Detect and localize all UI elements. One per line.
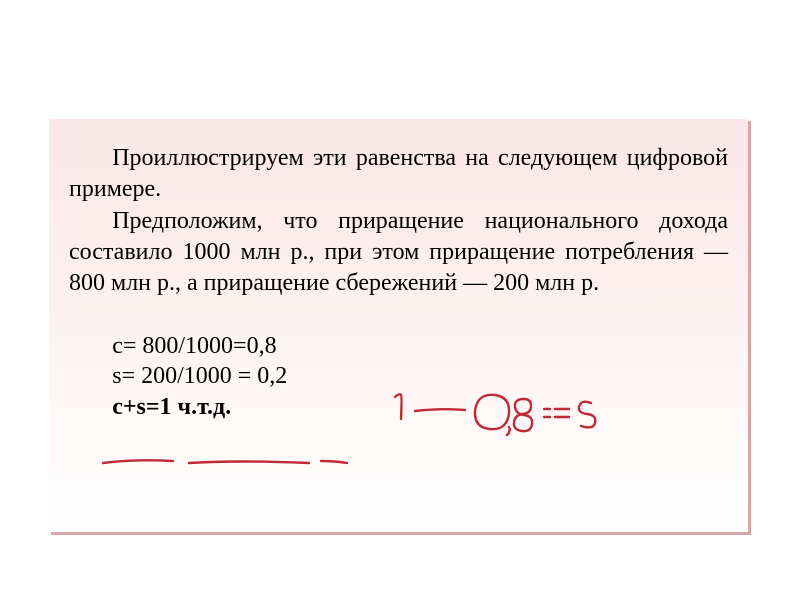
- math-line-c: c= 800/1000=0,8: [69, 331, 728, 362]
- underline-annotation: [99, 455, 359, 475]
- paragraph-1: Проиллюстрируем эти равенства на следующ…: [69, 143, 728, 204]
- math-line-sum: c+s=1 ч.т.д.: [69, 392, 728, 423]
- spacer: [69, 301, 728, 331]
- slide-card: Проиллюстрируем эти равенства на следующ…: [48, 118, 748, 532]
- math-line-s: s= 200/1000 = 0,2: [69, 361, 728, 392]
- paragraph-2: Предположим, что приращение национальног…: [69, 206, 728, 298]
